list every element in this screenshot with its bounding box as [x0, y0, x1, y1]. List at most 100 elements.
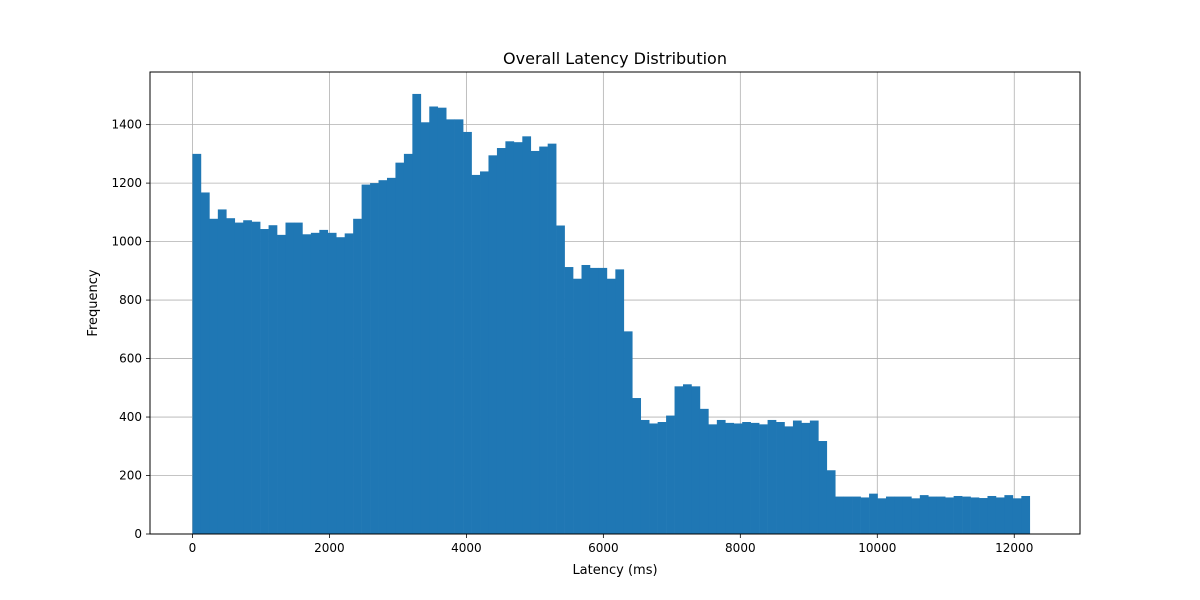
histogram-bar: [598, 267, 608, 534]
histogram-bar: [666, 415, 675, 534]
histogram-bar: [632, 398, 642, 534]
histogram-bar: [522, 136, 532, 535]
histogram-bar: [683, 384, 692, 534]
histogram-bar: [691, 386, 701, 534]
histogram-bar: [277, 234, 286, 534]
histogram-bar: [767, 419, 777, 534]
histogram-bar: [496, 148, 506, 534]
histogram-bar: [801, 422, 811, 534]
histogram-bar: [708, 424, 718, 534]
histogram-bar: [885, 496, 895, 534]
histogram-bar: [945, 497, 954, 534]
histogram-bar: [505, 141, 515, 535]
histogram-bar: [809, 420, 819, 534]
histogram-bar: [640, 419, 650, 534]
histogram-bar: [370, 183, 379, 534]
x-tick-label: 4000: [451, 541, 482, 555]
histogram-bar: [928, 496, 938, 534]
histogram-bar: [251, 221, 261, 534]
histogram-bar: [192, 153, 202, 534]
histogram-bars: [192, 93, 1031, 535]
histogram-bar: [869, 493, 878, 534]
y-tick-label: 400: [119, 410, 142, 424]
histogram-bar: [319, 229, 329, 534]
histogram-bar: [995, 497, 1005, 534]
histogram-bar: [463, 131, 472, 534]
x-tick-label: 2000: [314, 541, 345, 555]
histogram-bar: [818, 441, 828, 534]
histogram-bar: [623, 331, 633, 534]
y-tick-label: 200: [119, 469, 142, 483]
histogram-bar: [378, 180, 388, 534]
histogram-bar: [649, 423, 658, 534]
histogram-bar: [336, 237, 345, 534]
histogram-bar: [674, 386, 684, 534]
histogram-bar: [344, 233, 354, 534]
histogram-bar: [699, 408, 709, 534]
histogram-bar: [911, 498, 921, 534]
histogram-bar: [310, 232, 320, 534]
histogram-bar: [556, 225, 565, 534]
histogram-bar: [268, 225, 278, 534]
histogram-bar: [573, 278, 582, 534]
histogram-bar: [403, 153, 413, 534]
histogram-bar: [488, 155, 498, 534]
histogram-bar: [480, 171, 489, 534]
histogram-bar: [226, 218, 236, 535]
histogram-bar: [547, 143, 557, 535]
histogram-bar: [826, 470, 836, 534]
histogram-bar: [327, 232, 337, 534]
y-tick-label: 1400: [111, 118, 142, 132]
x-tick-label: 8000: [725, 541, 756, 555]
histogram-bar: [260, 229, 269, 534]
histogram-bar: [217, 209, 227, 535]
histogram-bar: [1004, 495, 1014, 534]
histogram-bar: [970, 497, 980, 534]
histogram-bar: [361, 184, 371, 535]
x-tick-label: 10000: [858, 541, 896, 555]
histogram-bar: [860, 497, 870, 534]
histogram-bar: [209, 218, 219, 534]
histogram-bar: [1021, 495, 1031, 534]
histogram-bar: [437, 107, 447, 535]
x-axis-ticks: 0 2000 4000 6000 8000 10000 12000: [189, 534, 1033, 555]
histogram-bar: [581, 264, 591, 534]
histogram-bar: [234, 222, 244, 534]
histogram-bar: [792, 420, 802, 534]
histogram-bar: [902, 496, 912, 534]
histogram-bar: [716, 419, 726, 534]
histogram-bar: [877, 498, 887, 534]
y-tick-label: 1200: [111, 176, 142, 190]
histogram-bar: [243, 220, 252, 534]
axes-frame: [149, 71, 1081, 535]
histogram-bar: [784, 426, 794, 534]
histogram-bar: [446, 119, 455, 534]
histogram-bar: [471, 174, 481, 534]
chart-title: Overall Latency Distribution: [503, 49, 727, 68]
histogram-bar: [657, 422, 667, 534]
histogram-bar: [835, 496, 844, 534]
histogram-bar: [200, 192, 210, 534]
x-tick-label: 6000: [588, 541, 619, 555]
y-axis-label: Frequency: [86, 269, 101, 336]
histogram-bar: [979, 498, 988, 534]
histogram-bar: [953, 495, 963, 534]
histogram-bar: [776, 422, 785, 534]
histogram-bar: [353, 218, 362, 534]
histogram-bar: [589, 267, 599, 534]
histogram-bar: [733, 423, 743, 534]
x-tick-label: 12000: [995, 541, 1033, 555]
histogram-bar: [759, 424, 768, 534]
histogram-bar: [454, 119, 464, 534]
histogram-bar: [293, 222, 303, 534]
histogram-bar: [894, 496, 904, 534]
histogram-bar: [725, 422, 735, 534]
histogram-bar: [302, 234, 312, 535]
y-tick-label: 1000: [111, 235, 142, 249]
histogram-bar: [513, 142, 523, 534]
histogram-bar: [386, 177, 396, 534]
histogram-bar: [395, 162, 405, 534]
histogram-bar: [843, 496, 853, 534]
y-axis-ticks: 0 200 400 600 800 1000 1200 1400: [111, 118, 150, 541]
